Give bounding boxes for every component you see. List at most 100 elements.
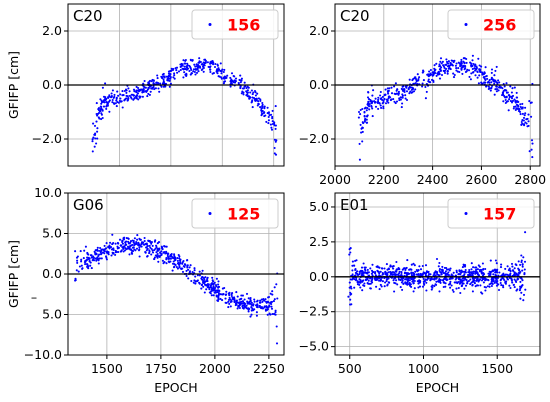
y-tick-label: 2.0 bbox=[309, 23, 329, 38]
data-point bbox=[273, 298, 276, 301]
data-point bbox=[150, 80, 153, 83]
data-point bbox=[398, 99, 401, 102]
data-point bbox=[202, 277, 205, 280]
data-point bbox=[94, 132, 97, 135]
data-point bbox=[273, 122, 276, 125]
data-point bbox=[371, 263, 374, 266]
y-tick-label: – bbox=[31, 289, 37, 304]
data-point bbox=[476, 76, 479, 79]
data-point bbox=[489, 89, 492, 92]
data-point bbox=[222, 77, 225, 80]
data-point bbox=[350, 292, 353, 296]
data-point bbox=[77, 270, 80, 273]
data-point bbox=[496, 277, 499, 280]
data-point bbox=[269, 123, 272, 126]
data-point bbox=[190, 279, 193, 283]
data-point bbox=[130, 249, 133, 252]
data-point bbox=[215, 285, 218, 288]
data-point bbox=[395, 100, 399, 103]
data-point bbox=[440, 271, 443, 274]
data-point bbox=[374, 105, 378, 108]
data-point bbox=[202, 70, 205, 73]
data-point bbox=[386, 90, 390, 93]
data-point bbox=[96, 246, 99, 249]
data-point bbox=[97, 111, 101, 115]
data-point bbox=[481, 277, 484, 280]
data-point bbox=[438, 290, 441, 293]
data-point bbox=[99, 98, 102, 101]
data-point bbox=[108, 110, 111, 113]
data-point bbox=[383, 93, 386, 96]
data-point bbox=[455, 67, 458, 70]
data-point bbox=[216, 291, 219, 294]
data-point bbox=[464, 70, 467, 74]
y-tick-label: −2.5 bbox=[299, 304, 329, 319]
data-point bbox=[471, 290, 474, 293]
x-tick-label: 2000 bbox=[199, 361, 231, 376]
data-point bbox=[240, 79, 243, 82]
data-point bbox=[165, 258, 168, 261]
data-point bbox=[481, 262, 484, 265]
data-point bbox=[265, 120, 268, 123]
data-point bbox=[450, 284, 453, 287]
data-point bbox=[365, 118, 368, 121]
data-point bbox=[509, 85, 512, 88]
data-point bbox=[178, 266, 181, 269]
data-point bbox=[363, 282, 366, 285]
data-point bbox=[171, 256, 174, 259]
data-point bbox=[522, 123, 526, 126]
data-point bbox=[493, 93, 496, 96]
data-point bbox=[274, 127, 277, 130]
data-point bbox=[429, 72, 432, 75]
data-point bbox=[202, 280, 205, 283]
data-point bbox=[513, 271, 516, 274]
data-point bbox=[183, 67, 187, 71]
data-point bbox=[193, 63, 196, 66]
data-point bbox=[387, 92, 390, 95]
data-point bbox=[91, 150, 94, 153]
data-point bbox=[88, 259, 91, 262]
data-point bbox=[165, 250, 168, 253]
data-point bbox=[411, 79, 414, 82]
data-point bbox=[470, 281, 473, 284]
data-point bbox=[351, 264, 354, 267]
data-point bbox=[157, 87, 160, 90]
data-point bbox=[135, 91, 138, 94]
data-point bbox=[149, 90, 152, 93]
data-point bbox=[218, 285, 221, 288]
data-point bbox=[515, 280, 518, 284]
data-point bbox=[471, 67, 474, 71]
data-point bbox=[519, 297, 522, 300]
data-point bbox=[229, 85, 232, 88]
data-point bbox=[412, 262, 415, 265]
data-point bbox=[371, 278, 374, 281]
data-point bbox=[274, 124, 277, 127]
data-point bbox=[206, 61, 209, 64]
data-point bbox=[449, 62, 452, 65]
data-point bbox=[204, 58, 207, 61]
y-tick-label: −10.0 bbox=[24, 347, 62, 362]
data-point bbox=[465, 61, 468, 64]
data-point bbox=[111, 101, 114, 104]
data-point bbox=[365, 121, 369, 124]
data-point bbox=[260, 107, 263, 110]
data-point bbox=[401, 277, 405, 280]
data-point bbox=[381, 271, 384, 275]
data-point bbox=[271, 109, 274, 112]
data-point bbox=[100, 118, 103, 121]
data-point bbox=[221, 299, 224, 302]
data-point bbox=[396, 283, 399, 286]
data-point bbox=[381, 273, 384, 276]
data-point bbox=[413, 279, 416, 283]
data-point bbox=[452, 72, 455, 75]
data-point bbox=[210, 288, 213, 291]
legend-box bbox=[191, 9, 279, 40]
data-point bbox=[393, 290, 396, 293]
y-tick-label: 5.0 bbox=[42, 307, 62, 322]
data-point bbox=[200, 68, 203, 72]
data-point bbox=[395, 89, 398, 92]
data-point bbox=[78, 265, 81, 268]
data-point bbox=[434, 274, 437, 277]
data-point bbox=[274, 140, 277, 143]
data-point bbox=[202, 64, 205, 67]
